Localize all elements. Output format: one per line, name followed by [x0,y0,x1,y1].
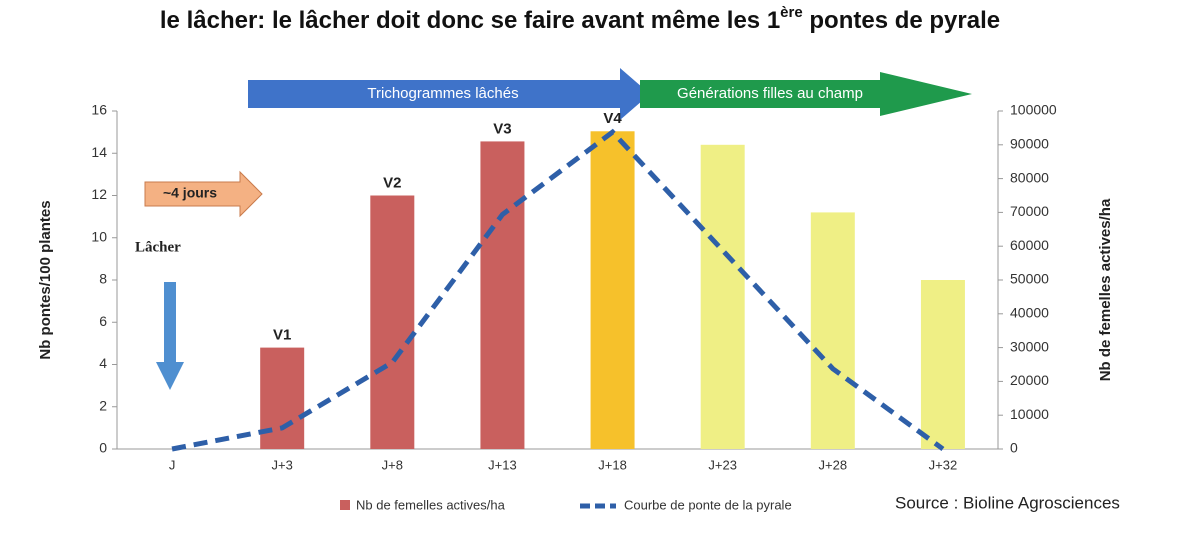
y-tick-label: 10 [91,228,107,244]
y-tick-label: 14 [91,144,107,160]
blue-arrow-label: Trichogrammes lâchés [367,85,518,102]
y-tick-label: 0 [99,440,107,456]
title-sup: ère [780,4,803,21]
x-tick-label: J+23 [708,457,737,472]
bar [480,141,525,450]
bar [370,195,415,449]
bar [810,212,855,449]
y-tick-label: 12 [91,186,107,202]
bar-label: V1 [273,327,291,344]
source: Source : Bioline Agrosciences [895,493,1120,512]
x-tick-label: J+13 [488,457,517,472]
y2-tick-label: 20000 [1010,372,1049,388]
y-tick-label: 8 [99,271,107,287]
line [171,128,945,452]
blue-arrow [248,68,650,120]
legend-label: Courbe de ponte de la pyrale [624,497,792,512]
bar [920,280,965,449]
bar [260,347,305,449]
bar-label: V3 [493,120,511,137]
y2-tick-label: 90000 [1010,136,1049,152]
y2-tick-label: 70000 [1010,203,1049,219]
x-tick-label: J+3 [272,457,293,472]
title-main: le lâcher: le lâcher doit donc se faire … [160,7,780,34]
y2-tick-label: 10000 [1010,406,1049,422]
x-tick-label: J+18 [598,457,627,472]
y-tick-label: 16 [91,102,107,118]
y2-axis-label: Nb de femelles actives/ha [1097,198,1114,381]
bar [590,131,635,449]
x-tick-label: J [169,457,176,472]
bar-label: V4 [603,110,622,127]
legend-label: Nb de femelles actives/ha [356,497,506,512]
x-tick-label: J+28 [819,457,848,472]
chart-title: le lâcher: le lâcher doit donc se faire … [160,4,1000,34]
release-label: Lâcher [135,239,181,255]
x-tick-label: J+32 [929,457,958,472]
bar-label: V2 [383,174,401,191]
release-arrow [156,282,184,390]
y-tick-label: 6 [99,313,107,329]
green-arrow-label: Générations filles au champ [677,85,863,102]
title-end: pontes de pyrale [803,7,1000,34]
delay-label: ~4 jours [163,185,217,201]
y2-tick-label: 100000 [1010,102,1057,118]
y-axis-label: Nb pontes/100 plantes [37,200,54,359]
y2-tick-label: 40000 [1010,305,1049,321]
delay-arrow [144,170,263,218]
green-arrow [640,72,972,116]
legend-swatch-bar [340,500,350,510]
x-tick-label: J+8 [382,457,403,472]
y-tick-label: 2 [99,397,107,413]
y2-tick-label: 0 [1010,440,1018,456]
y-tick-label: 4 [99,355,107,371]
y2-tick-label: 80000 [1010,169,1049,185]
y2-tick-label: 30000 [1010,338,1049,354]
y2-tick-label: 50000 [1010,271,1049,287]
y2-tick-label: 60000 [1010,237,1049,253]
bar [700,144,745,450]
